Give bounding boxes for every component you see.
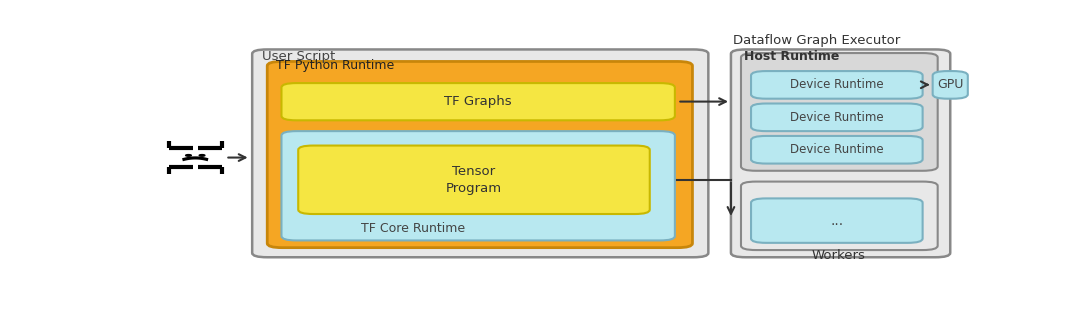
FancyBboxPatch shape bbox=[282, 83, 675, 120]
FancyBboxPatch shape bbox=[751, 198, 922, 243]
FancyBboxPatch shape bbox=[751, 136, 922, 163]
FancyBboxPatch shape bbox=[751, 104, 922, 131]
Text: User Script: User Script bbox=[262, 50, 336, 63]
Text: TF Core Runtime: TF Core Runtime bbox=[361, 222, 465, 235]
Text: Device Runtime: Device Runtime bbox=[791, 111, 885, 124]
Text: TF Python Runtime: TF Python Runtime bbox=[275, 59, 394, 72]
FancyBboxPatch shape bbox=[253, 49, 708, 257]
Text: GPU: GPU bbox=[937, 78, 963, 91]
Circle shape bbox=[199, 154, 205, 156]
Circle shape bbox=[186, 154, 191, 156]
Text: TF Graphs: TF Graphs bbox=[444, 95, 512, 108]
FancyBboxPatch shape bbox=[298, 145, 650, 214]
Text: Device Runtime: Device Runtime bbox=[791, 78, 885, 91]
Text: Workers: Workers bbox=[812, 249, 866, 262]
FancyBboxPatch shape bbox=[751, 71, 922, 99]
Text: Dataflow Graph Executor: Dataflow Graph Executor bbox=[733, 34, 901, 47]
Text: Host Runtime: Host Runtime bbox=[744, 50, 840, 63]
FancyBboxPatch shape bbox=[731, 49, 950, 257]
FancyBboxPatch shape bbox=[741, 53, 937, 171]
FancyBboxPatch shape bbox=[267, 61, 692, 248]
FancyBboxPatch shape bbox=[933, 71, 968, 99]
Text: ...: ... bbox=[831, 213, 843, 227]
Text: Device Runtime: Device Runtime bbox=[791, 143, 885, 156]
Text: Tensor
Program: Tensor Program bbox=[446, 165, 502, 195]
FancyBboxPatch shape bbox=[282, 131, 675, 241]
FancyBboxPatch shape bbox=[741, 182, 937, 250]
